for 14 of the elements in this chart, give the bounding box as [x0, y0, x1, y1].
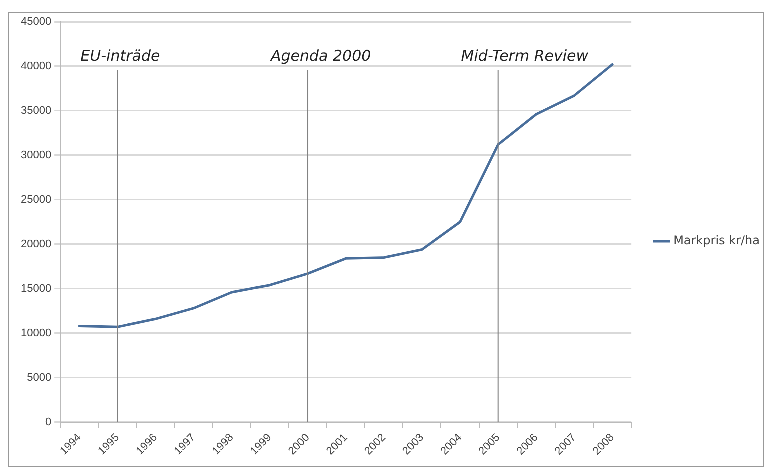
y-tick-label: 0: [45, 416, 52, 428]
y-tick-label: 10000: [20, 327, 52, 340]
ref-line-label: EU-inträde: [80, 46, 160, 65]
y-tick-label: 35000: [20, 105, 52, 117]
ref-line-label: Mid-Term Review: [461, 46, 590, 65]
y-tick-label: 40000: [20, 60, 52, 73]
y-tick-label: 15000: [20, 282, 52, 295]
y-tick-label: 30000: [20, 149, 52, 162]
y-tick-label: 5000: [27, 372, 52, 384]
y-tick-label: 45000: [20, 16, 52, 28]
ref-line-label: Agenda 2000: [270, 46, 372, 65]
y-tick-label: 25000: [20, 194, 52, 206]
y-tick-label: 20000: [20, 238, 52, 250]
legend-label: Markpris kr/ha: [674, 234, 760, 248]
